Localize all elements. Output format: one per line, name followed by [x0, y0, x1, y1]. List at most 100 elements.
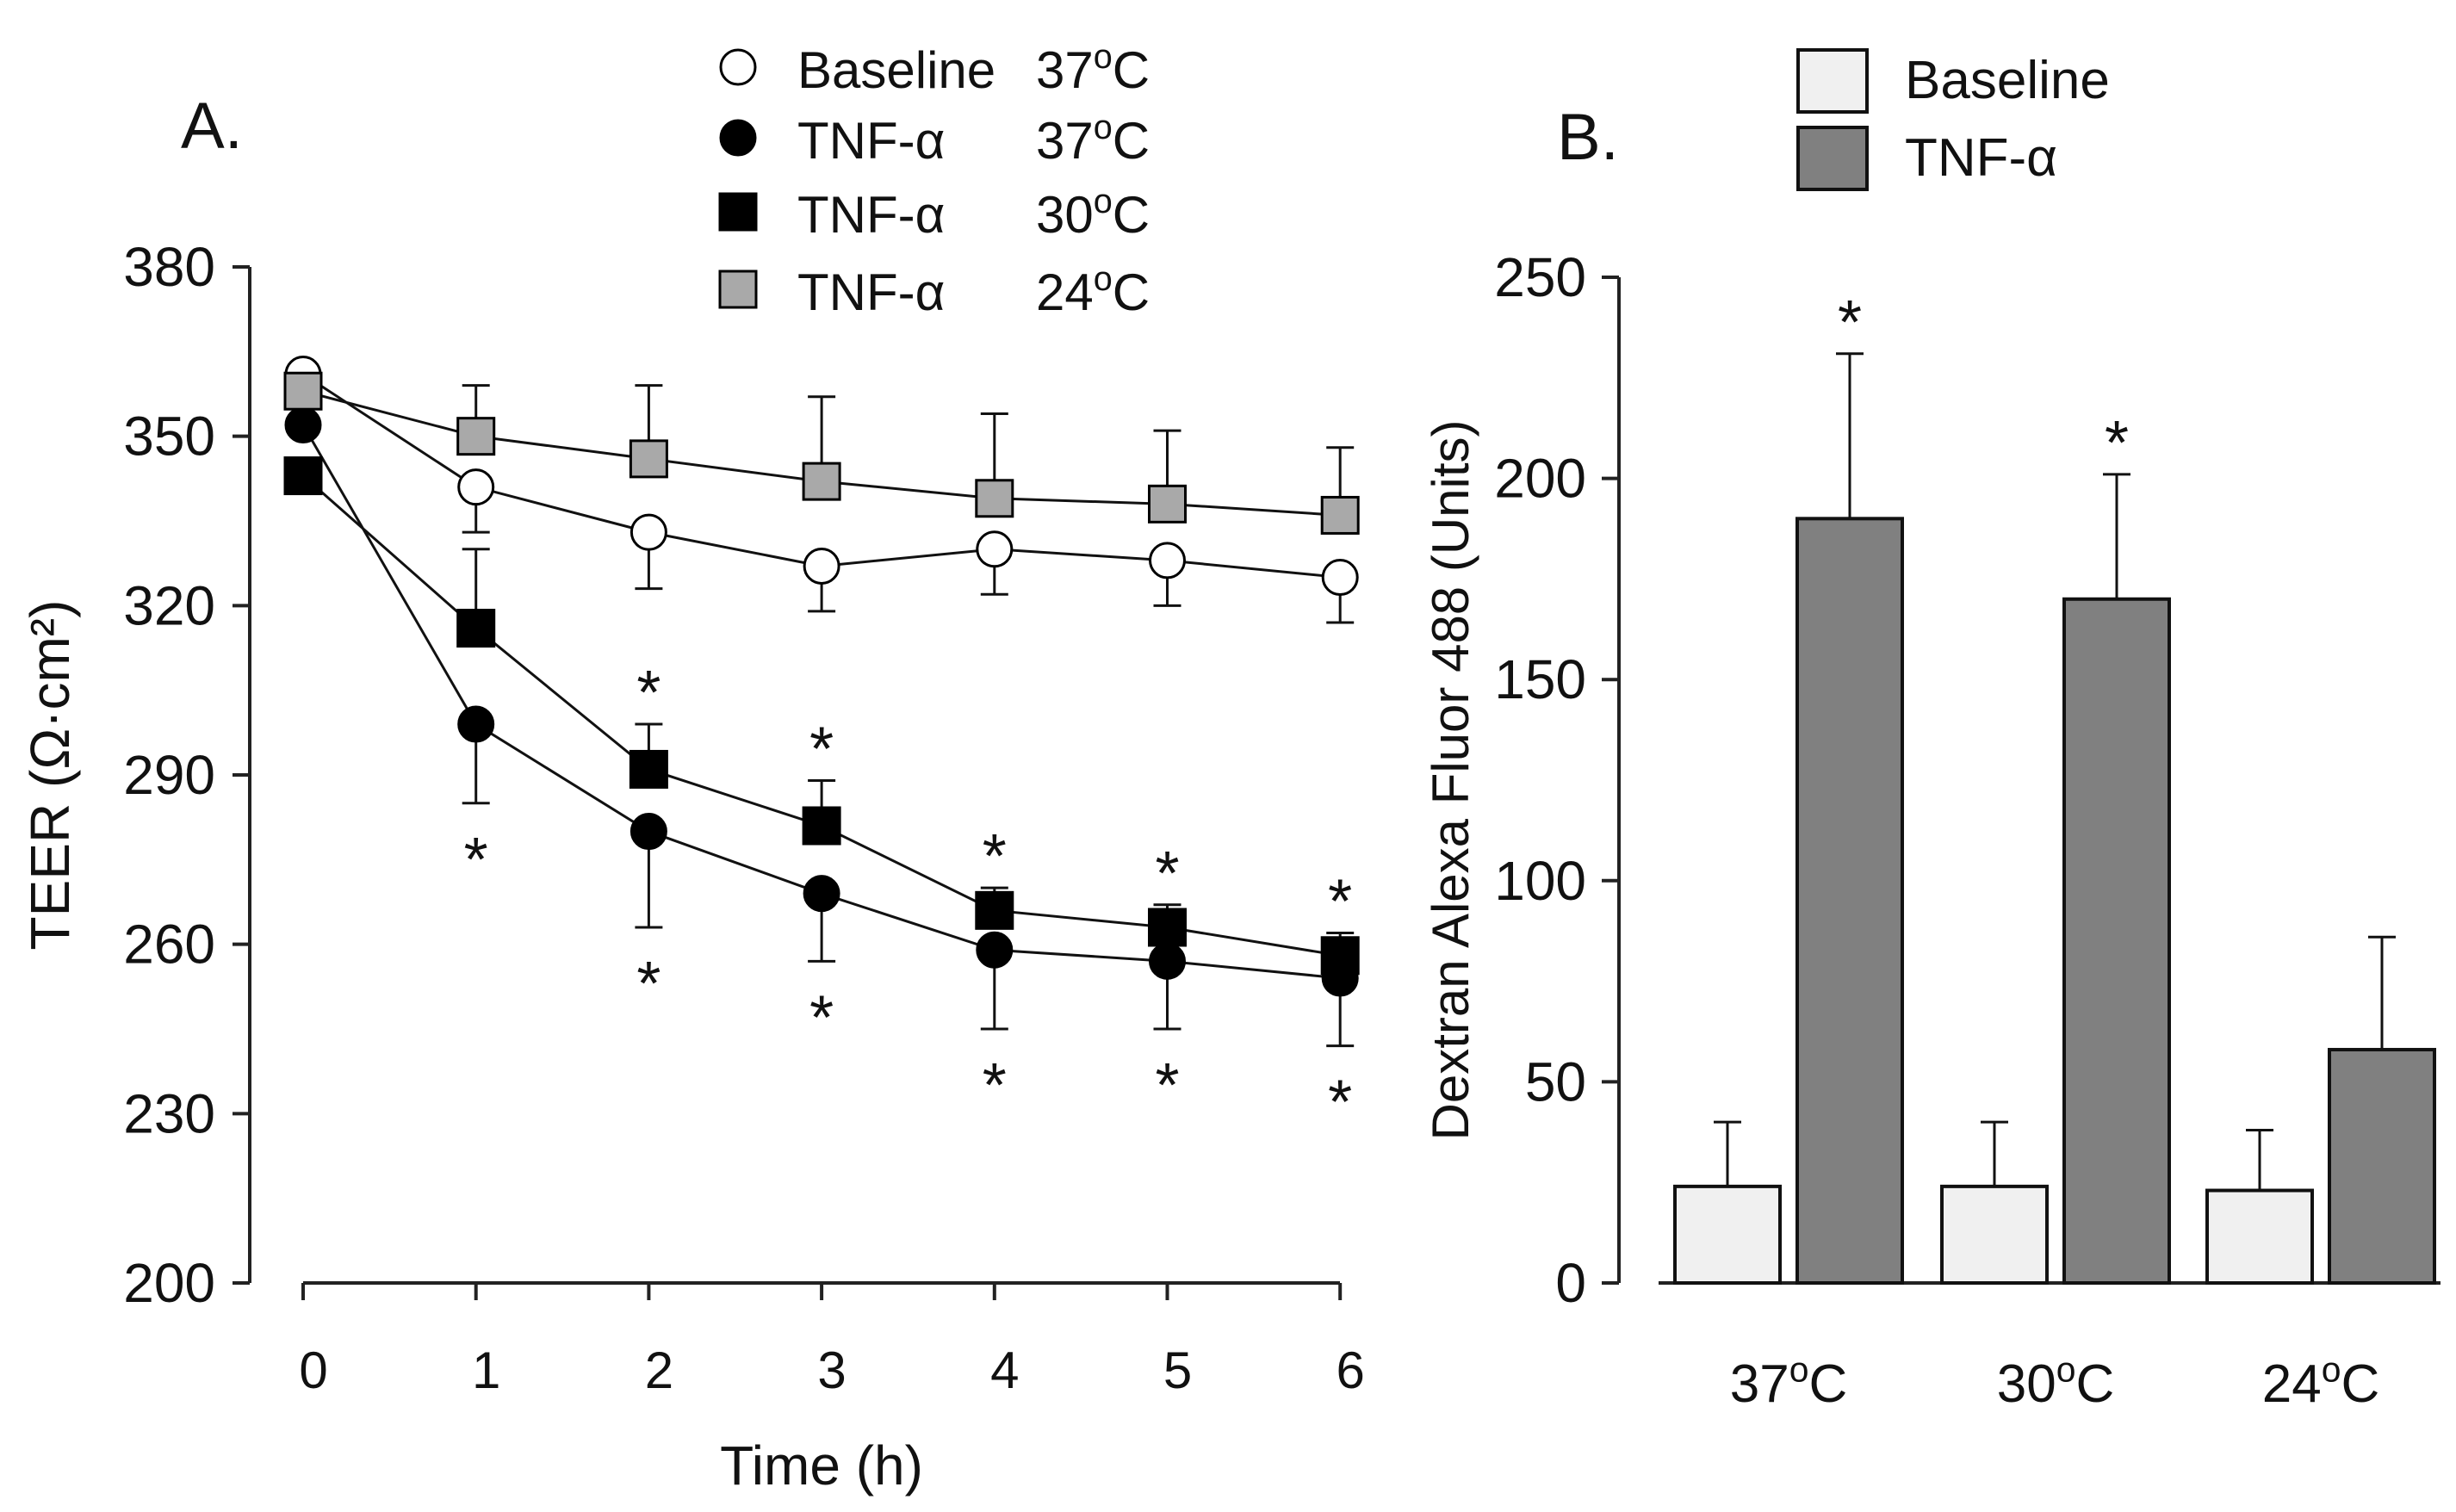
a-data-point: [1149, 942, 1186, 980]
a-error-bars: [462, 384, 1355, 1048]
a-significance-star: *: [636, 950, 661, 1019]
a-x-tick-label: 4: [990, 1342, 1019, 1399]
legend-b: Baseline TNF-α: [1796, 48, 2110, 191]
b-x-tick-label: 37oC: [1730, 1349, 1848, 1414]
legend-a-marker: [719, 119, 757, 157]
a-y-ticks: 200 230 260 290 320 350 380: [123, 236, 250, 1314]
panel-b-label: B.: [1557, 101, 1619, 174]
a-data-point: [803, 547, 840, 585]
b-bar: [2205, 1188, 2314, 1285]
a-data-point: [1149, 542, 1186, 579]
a-data-point: [457, 705, 495, 743]
b-y-tick-label: 100: [1494, 850, 1586, 912]
a-x-tick-label: 0: [299, 1342, 327, 1399]
a-significance-star: *: [983, 822, 1007, 891]
b-y-tick-label: 200: [1494, 448, 1586, 510]
a-data-point: [976, 530, 1014, 568]
a-series-layer: * * * * * * * * * * *: [283, 356, 1360, 1137]
a-markers: [283, 356, 1360, 997]
a-y-tick-label: 290: [123, 744, 215, 806]
b-y-tick-label: 250: [1494, 246, 1586, 308]
legend-a-series-name: Baseline: [797, 41, 995, 99]
a-significance-star: *: [809, 716, 834, 784]
a-x-axis-title: Time (h): [720, 1435, 923, 1497]
a-y-tick-label: 350: [123, 406, 215, 468]
a-data-point: [802, 462, 841, 501]
b-bar: [1940, 1184, 2049, 1285]
a-significance-star: *: [464, 826, 488, 895]
legend-a-temp-label: 30oC: [1036, 183, 1150, 244]
b-y-ticks: 0 50 100 150 200 250: [1494, 246, 1619, 1314]
b-y-tick-label: 50: [1525, 1050, 1586, 1112]
legend-a-temp-label: 24oC: [1036, 260, 1150, 321]
a-x-tick-label: 3: [817, 1342, 846, 1399]
a-significance-star: *: [809, 983, 834, 1052]
legend-a-marker: [718, 270, 758, 309]
a-data-point: [1148, 484, 1187, 524]
a-y-tick-label: 200: [123, 1252, 215, 1314]
b-bar: [2328, 1048, 2436, 1286]
b-bar: [2062, 597, 2171, 1285]
a-data-point: [1321, 559, 1359, 597]
legend-a-series-name: TNF-α: [797, 186, 945, 244]
a-data-point: [1320, 936, 1360, 976]
b-x-tick-label: 24oC: [2262, 1349, 2380, 1414]
b-significance-star: *: [2105, 409, 2129, 478]
b-bar: [1673, 1184, 1782, 1285]
a-data-point: [456, 417, 496, 456]
legend-a-marker: [719, 48, 757, 86]
a-data-point: [975, 890, 1014, 930]
legend-b-series-name: Baseline: [1905, 51, 2110, 110]
a-data-point: [457, 468, 495, 506]
a-data-point: [456, 609, 496, 648]
a-y-tick-label: 380: [123, 236, 215, 298]
a-data-point: [283, 371, 323, 411]
a-significance-marks: * * * * * * * * * * *: [464, 659, 1353, 1137]
b-y-tick-label: 0: [1555, 1252, 1586, 1314]
legend-a-series-name: TNF-α: [797, 263, 945, 321]
a-x-tick-label: 6: [1337, 1342, 1365, 1399]
legend-a-temp-label: 37oC: [1036, 108, 1150, 170]
legend-a-series-name: TNF-α: [797, 112, 945, 170]
a-data-point: [802, 806, 841, 846]
legend-a: Baseline 37oC TNF-α 37oC TNF-α 30oC TNF-α 24oC: [718, 38, 1150, 321]
b-y-tick-label: 150: [1494, 648, 1586, 710]
a-data-point: [629, 439, 668, 479]
a-x-tick-label: 1: [472, 1342, 500, 1399]
a-data-point: [630, 813, 667, 851]
panel-a: A. Baseline 37oC TNF-α 37oC TNF-α 30oC TNF-α 24…: [19, 38, 1365, 1497]
a-y-axis-title: TEER (Ω·cm²): [19, 600, 81, 951]
b-bars-layer: **: [1673, 288, 2436, 1286]
a-significance-star: *: [1328, 868, 1352, 937]
legend-a-marker: [718, 192, 758, 232]
panel-a-label: A.: [181, 90, 243, 163]
b-bar: [1795, 517, 1904, 1285]
a-significance-star: *: [1155, 840, 1179, 908]
a-data-point: [283, 456, 323, 496]
a-data-point: [1320, 495, 1360, 535]
legend-b-swatch: [1796, 48, 1869, 114]
a-y-tick-label: 230: [123, 1082, 215, 1144]
legend-b-series-name: TNF-α: [1905, 128, 2057, 188]
a-significance-star: *: [1155, 1051, 1179, 1120]
legend-b-swatch: [1796, 126, 1869, 191]
a-data-point: [629, 749, 668, 789]
a-significance-star: *: [636, 659, 661, 728]
a-x-tick-label: 5: [1163, 1342, 1192, 1399]
b-significance-star: *: [1838, 288, 1862, 357]
panel-b: B. Baseline TNF-α 0 50 100 150 200 250 37oC 30o…: [1422, 48, 2440, 1414]
a-data-point: [803, 875, 840, 913]
a-x-ticks: 0 1 2 3 4 5 6: [299, 1283, 1365, 1399]
a-data-point: [975, 479, 1014, 518]
a-significance-star: *: [983, 1051, 1007, 1120]
a-y-tick-label: 320: [123, 574, 215, 636]
a-data-point: [976, 931, 1014, 969]
a-y-tick-label: 260: [123, 914, 215, 976]
a-data-point: [1148, 908, 1187, 947]
legend-a-temp-label: 37oC: [1036, 38, 1150, 99]
a-data-point: [284, 406, 322, 444]
a-data-point: [630, 513, 667, 551]
b-x-ticks: 37oC 30oC 24oC: [1730, 1349, 2380, 1414]
a-significance-star: *: [1328, 1069, 1352, 1137]
